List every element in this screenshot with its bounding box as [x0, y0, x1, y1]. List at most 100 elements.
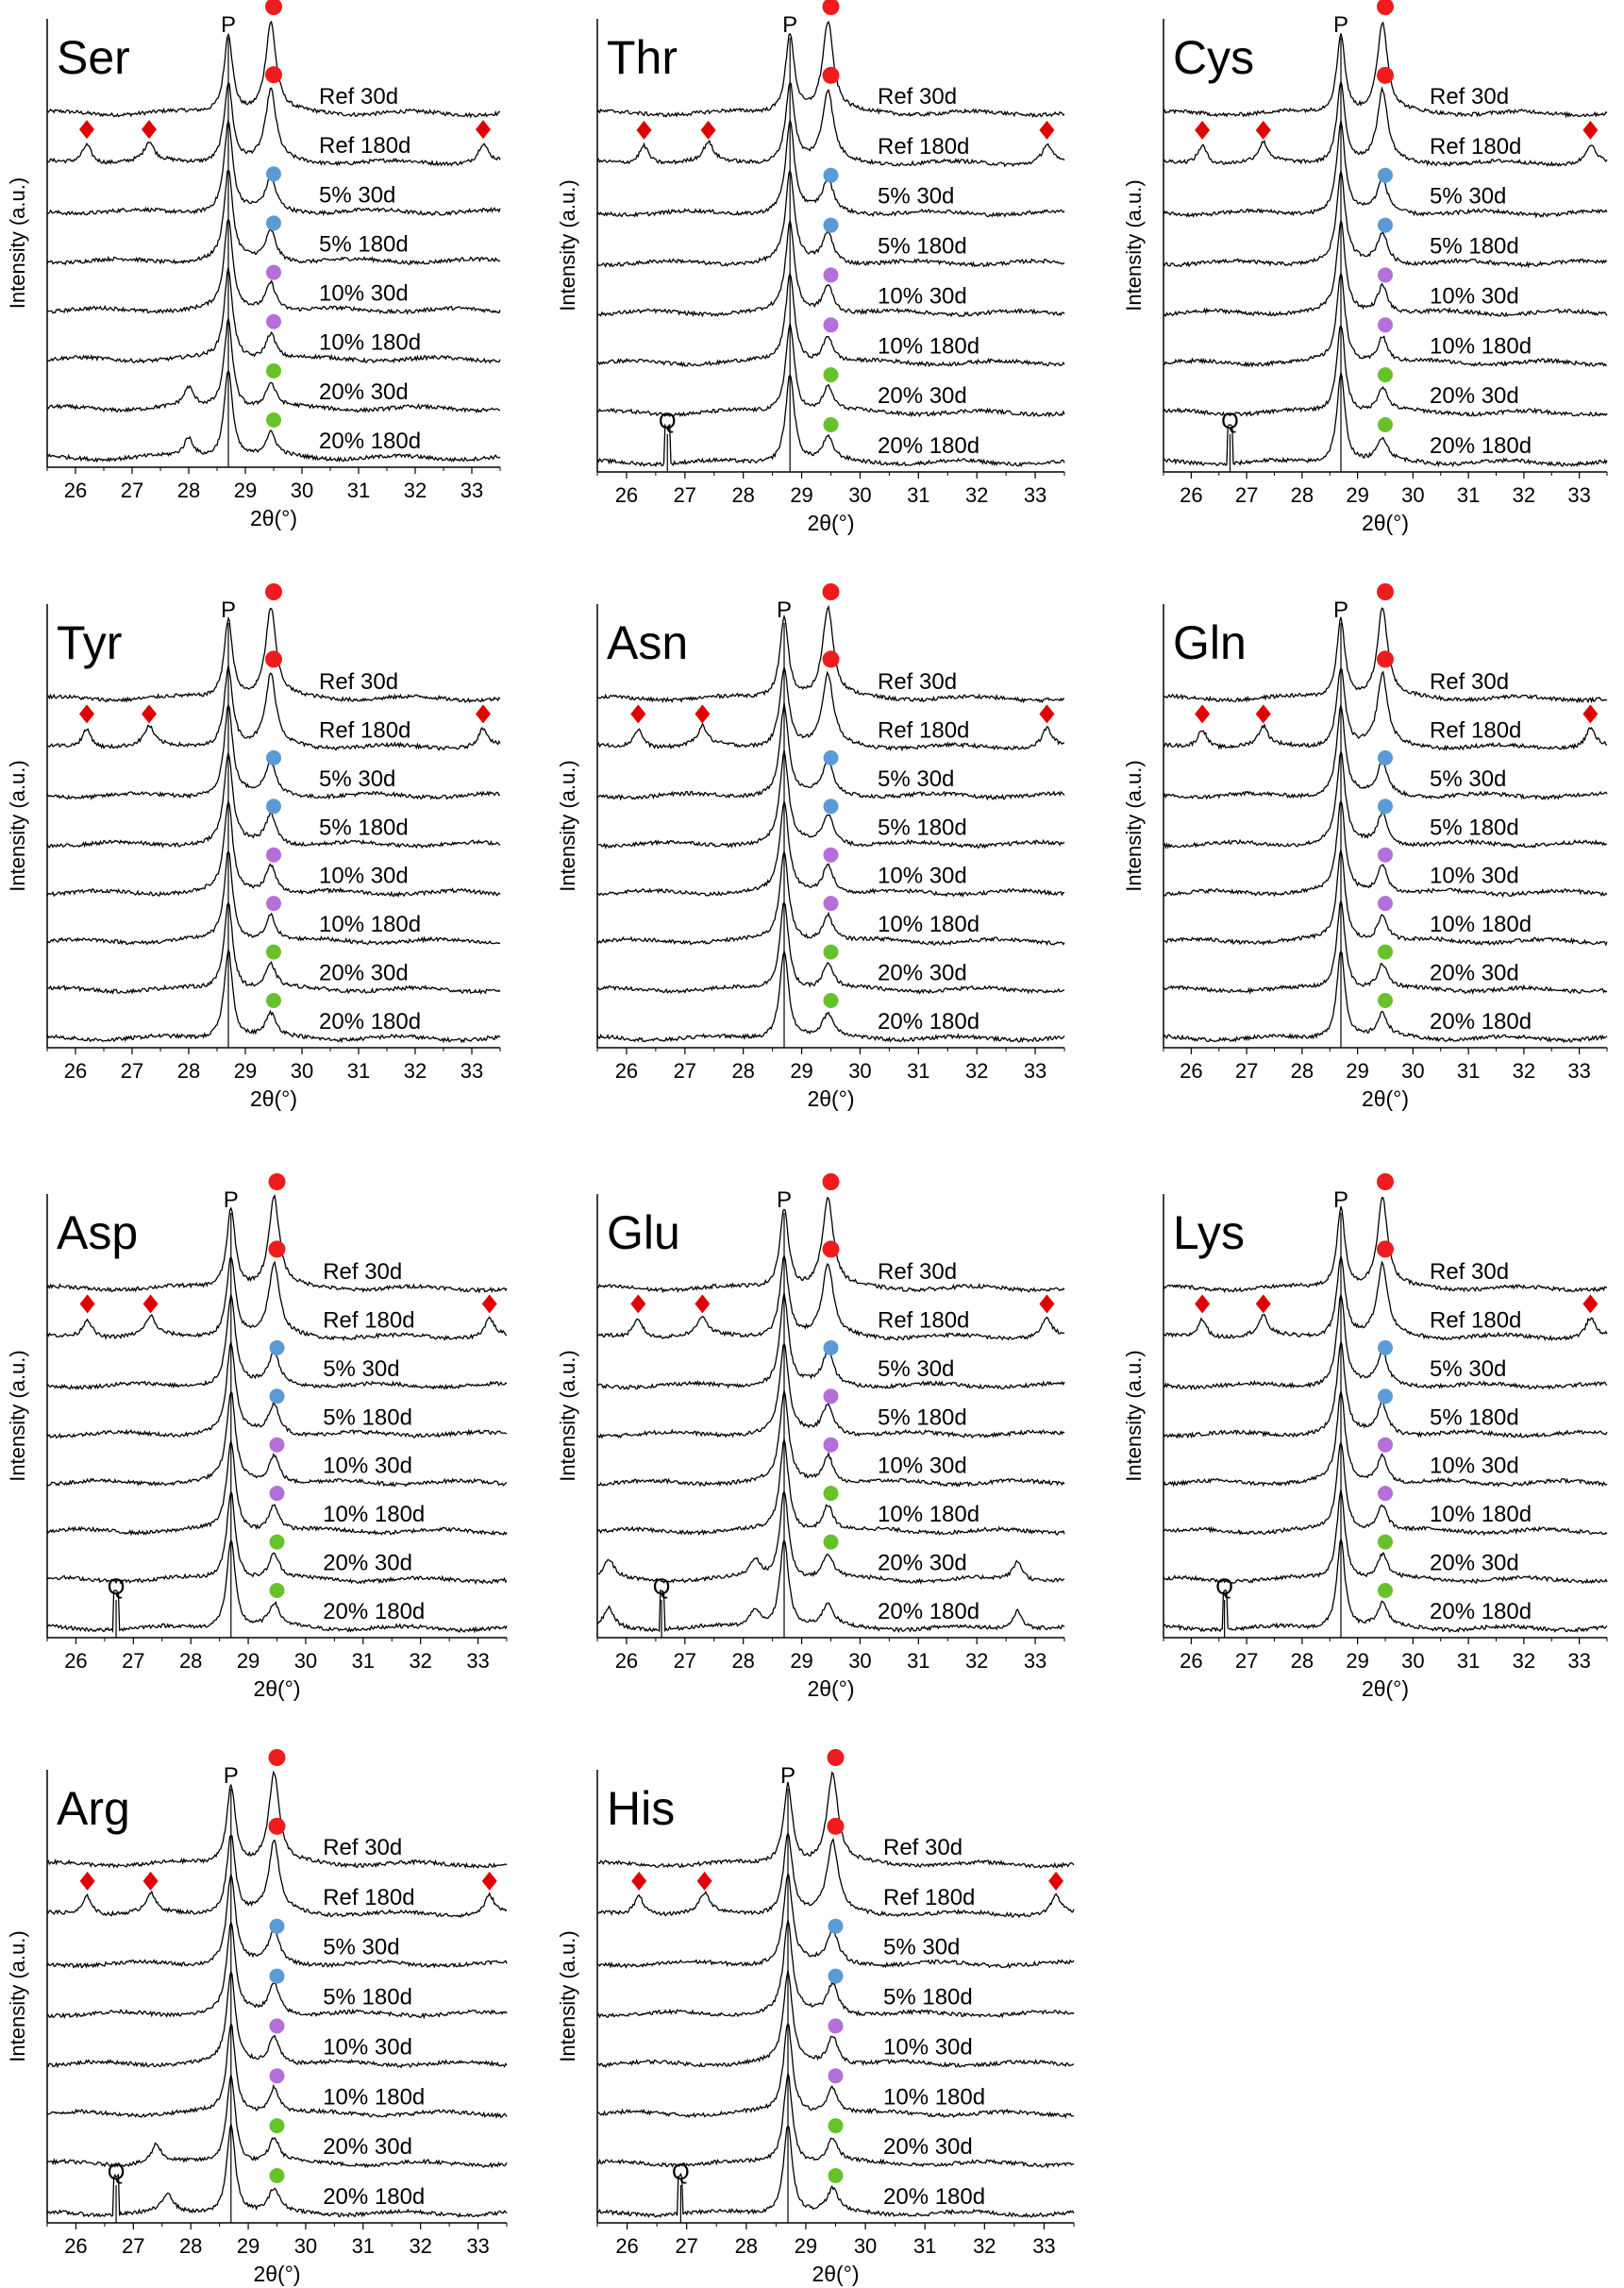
series-label: 20% 30d — [878, 1551, 967, 1576]
xrd-trace — [46, 1770, 508, 1870]
quartz-label: Q — [672, 2160, 690, 2185]
red-diamond-marker — [1195, 120, 1211, 140]
xrd-trace — [596, 901, 1065, 995]
reference-label-p: P — [1333, 1187, 1348, 1213]
x-tick-label: 27 — [121, 479, 143, 502]
series-label: 20% 180d — [878, 1009, 979, 1035]
xrd-trace — [1163, 79, 1608, 168]
xrd-trace — [46, 80, 501, 167]
xrd-trace — [1163, 1339, 1608, 1439]
panel-title: Cys — [1173, 31, 1254, 84]
x-tick-label: 33 — [466, 2234, 489, 2258]
series-label: 20% 30d — [323, 2134, 412, 2160]
green-circle-marker — [1378, 1534, 1393, 1550]
series-label: 20% 30d — [323, 1551, 412, 1576]
green-circle-marker — [1378, 1583, 1393, 1598]
series-label: 5% 180d — [878, 815, 967, 840]
panel-title: Lys — [1173, 1206, 1245, 1259]
series-label: 10% 30d — [1430, 1454, 1519, 1479]
panel-his: 26 27 28 29 30 31 32 33 2θ(°) Intensity (a.u.) His… — [556, 1749, 1075, 2286]
x-tick-label: 29 — [790, 1059, 812, 1083]
series-label: 10% 180d — [323, 2084, 425, 2110]
series-label: 20% 180d — [878, 1599, 979, 1624]
red-circle-marker — [265, 0, 282, 15]
red-circle-marker — [1377, 1240, 1394, 1258]
purple-circle-marker — [828, 2018, 844, 2034]
x-tick-label: 26 — [64, 1649, 87, 1673]
blue-circle-marker — [1378, 1388, 1393, 1405]
series-label: 10% 180d — [878, 333, 979, 359]
red-diamond-marker — [476, 704, 491, 724]
xrd-trace — [1163, 1390, 1608, 1488]
xrd-trace — [596, 323, 1065, 418]
series-label: 20% 180d — [883, 2184, 985, 2210]
red-diamond-marker — [1582, 1294, 1599, 1314]
panel-title: Ser — [57, 31, 130, 84]
x-tick-label: 30 — [291, 1059, 313, 1083]
red-circle-marker — [1377, 66, 1394, 84]
series-label: 10% 30d — [883, 2034, 973, 2060]
xrd-trace — [1163, 898, 1608, 996]
blue-circle-marker — [266, 749, 281, 765]
blue-circle-marker — [823, 799, 839, 815]
x-tick-label: 29 — [1346, 1649, 1368, 1673]
series-label: 20% 180d — [319, 1009, 421, 1035]
green-circle-marker — [823, 1534, 839, 1550]
xrd-trace — [596, 665, 1064, 752]
series-label: 10% 180d — [1430, 333, 1532, 359]
series-label: Ref 180d — [883, 1885, 975, 1910]
series-label: Ref 30d — [323, 1259, 402, 1285]
red-circle-marker — [822, 1173, 840, 1190]
xrd-trace — [596, 2073, 1075, 2169]
x-tick-label: 33 — [466, 1649, 489, 1673]
series-label: 20% 30d — [878, 961, 967, 986]
blue-circle-marker — [266, 215, 281, 231]
red-diamond-marker — [79, 704, 94, 724]
series-label: Ref 30d — [878, 669, 957, 695]
xrd-trace — [596, 81, 1065, 168]
panel-title: Asp — [57, 1206, 138, 1259]
xrd-trace — [596, 800, 1065, 899]
purple-circle-marker — [1378, 847, 1393, 863]
series-label: 5% 180d — [883, 1985, 973, 2010]
x-tick-label: 33 — [460, 1059, 483, 1083]
xrd-trace — [46, 1294, 508, 1390]
reference-label-p: P — [224, 1763, 239, 1789]
series-label: Ref 180d — [878, 134, 969, 160]
xrd-trace — [596, 1771, 1075, 1869]
purple-circle-marker — [269, 2018, 285, 2034]
series-label: 5% 30d — [878, 184, 954, 210]
series-label: 5% 30d — [1430, 1356, 1506, 1382]
series-label: 20% 180d — [323, 1599, 425, 1624]
xrd-trace — [596, 1831, 1075, 1919]
x-tick-label: 27 — [122, 1649, 144, 1673]
xrd-trace — [596, 1342, 1065, 1439]
blue-circle-marker — [1378, 749, 1393, 765]
x-tick-label: 28 — [1291, 1059, 1314, 1083]
x-tick-label: 33 — [1567, 483, 1590, 507]
xrd-trace — [46, 1969, 508, 2069]
series-label: Ref 30d — [878, 1259, 957, 1285]
series-label: 5% 180d — [1430, 234, 1519, 260]
xrd-trace — [46, 665, 501, 751]
red-diamond-marker — [142, 1294, 159, 1314]
xrd-trace — [1163, 324, 1608, 417]
x-tick-label: 29 — [237, 1649, 260, 1673]
series-label: Ref 180d — [878, 1307, 969, 1333]
xrd-trace — [596, 1918, 1075, 2019]
reference-label-p: P — [777, 1187, 792, 1213]
series-label: 5% 180d — [319, 815, 409, 840]
red-diamond-marker — [79, 1871, 95, 1891]
y-axis-title: Intensity (a.u.) — [1122, 179, 1146, 311]
green-circle-marker — [1378, 993, 1393, 1008]
xrd-trace — [596, 1390, 1065, 1488]
x-tick-label: 26 — [1180, 1649, 1202, 1673]
x-tick-label: 32 — [965, 1059, 988, 1083]
xrd-trace — [596, 1196, 1065, 1294]
y-axis-title: Intensity (a.u.) — [1122, 760, 1146, 891]
red-circle-marker — [827, 1749, 845, 1766]
xrd-trace — [46, 120, 501, 217]
green-circle-marker — [269, 1534, 285, 1550]
red-diamond-marker — [631, 1871, 647, 1891]
